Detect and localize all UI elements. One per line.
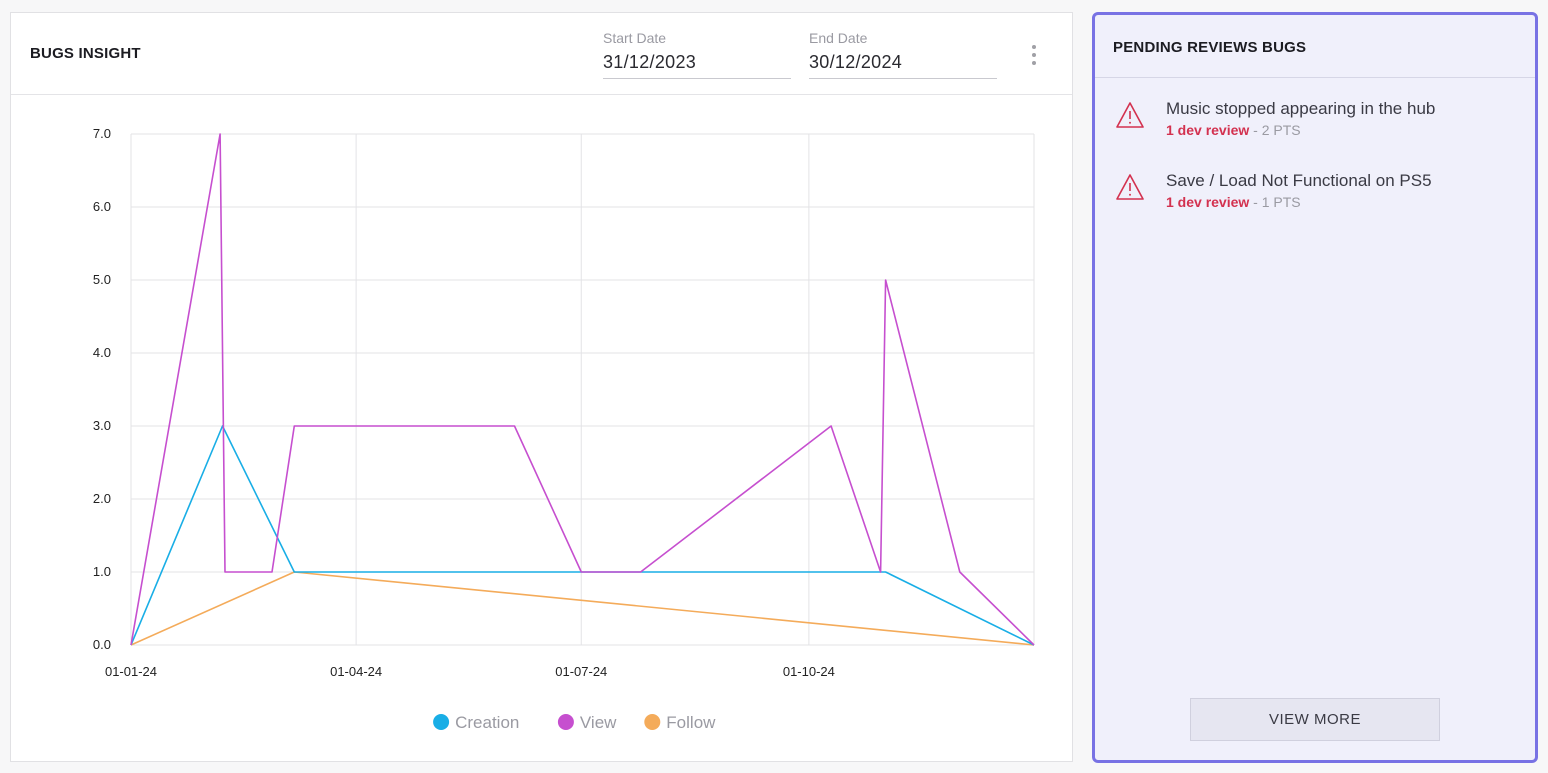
x-tick-label: 01-04-24 xyxy=(330,664,382,679)
pending-reviews-header: PENDING REVIEWS BUGS xyxy=(1095,15,1535,78)
end-date-field[interactable]: End Date 30/12/2024 xyxy=(809,30,997,79)
warning-triangle-icon xyxy=(1116,174,1144,200)
pending-reviews-title: PENDING REVIEWS BUGS xyxy=(1113,39,1307,56)
y-tick-label: 5.0 xyxy=(93,272,111,287)
start-date-field[interactable]: Start Date 31/12/2023 xyxy=(603,30,791,79)
y-tick-label: 7.0 xyxy=(93,126,111,141)
bug-separator: - xyxy=(1253,194,1258,210)
kebab-menu-icon[interactable] xyxy=(1023,41,1045,69)
bugs-line-chart: 0.0 1.0 2.0 3.0 4.0 5.0 6.0 7.0 01-01-24 01-04-24… xyxy=(93,126,1035,732)
view-more-button[interactable]: VIEW MORE xyxy=(1190,698,1440,741)
dev-review-count: 1 dev review xyxy=(1166,122,1250,138)
bugs-insight-title: BUGS INSIGHT xyxy=(30,45,141,62)
end-date-label: End Date xyxy=(809,30,868,46)
bug-points: 2 PTS xyxy=(1261,122,1301,138)
end-date-value[interactable]: 30/12/2024 xyxy=(809,52,903,72)
bugs-insight-card: BUGS INSIGHT Start Date 31/12/2023 End D… xyxy=(10,12,1073,762)
bugs-insight-header: BUGS INSIGHT Start Date 31/12/2023 End D… xyxy=(11,13,1072,95)
bug-list-item[interactable]: Music stopped appearing in the hub 1 dev… xyxy=(1095,99,1535,149)
y-tick-label: 2.0 xyxy=(93,491,111,506)
start-date-value[interactable]: 31/12/2023 xyxy=(603,52,697,72)
legend-label-view: View xyxy=(580,713,617,732)
bug-title[interactable]: Music stopped appearing in the hub xyxy=(1166,99,1436,118)
y-tick-label: 4.0 xyxy=(93,345,111,360)
y-tick-label: 6.0 xyxy=(93,199,111,214)
bug-meta: 1 dev review - 2 PTS xyxy=(1166,122,1301,138)
legend-swatch-view xyxy=(557,714,574,730)
start-date-label: Start Date xyxy=(603,30,667,46)
bug-points: 1 PTS xyxy=(1261,194,1301,210)
series-line-view xyxy=(130,133,1035,646)
bug-meta: 1 dev review - 1 PTS xyxy=(1166,194,1301,210)
y-tick-label: 1.0 xyxy=(93,564,111,579)
legend-swatch-follow xyxy=(644,714,661,730)
legend-label-follow: Follow xyxy=(666,713,716,732)
x-tick-label: 01-10-24 xyxy=(783,664,835,679)
y-tick-label: 0.0 xyxy=(93,637,111,652)
bug-title[interactable]: Save / Load Not Functional on PS5 xyxy=(1166,171,1432,190)
legend-swatch-creation xyxy=(433,714,450,730)
x-tick-label: 01-07-24 xyxy=(555,664,607,679)
pending-reviews-card: PENDING REVIEWS BUGS Music stopped appea… xyxy=(1092,12,1538,763)
dev-review-count: 1 dev review xyxy=(1166,194,1250,210)
x-tick-label: 01-01-24 xyxy=(105,664,157,679)
warning-triangle-icon xyxy=(1116,102,1144,128)
series-line-creation xyxy=(130,425,1035,646)
series-line-follow xyxy=(130,571,1035,646)
y-tick-label: 3.0 xyxy=(93,418,111,433)
bug-list-item[interactable]: Save / Load Not Functional on PS5 1 dev … xyxy=(1095,171,1535,221)
bug-separator: - xyxy=(1253,122,1258,138)
legend-label-creation: Creation xyxy=(455,713,519,732)
